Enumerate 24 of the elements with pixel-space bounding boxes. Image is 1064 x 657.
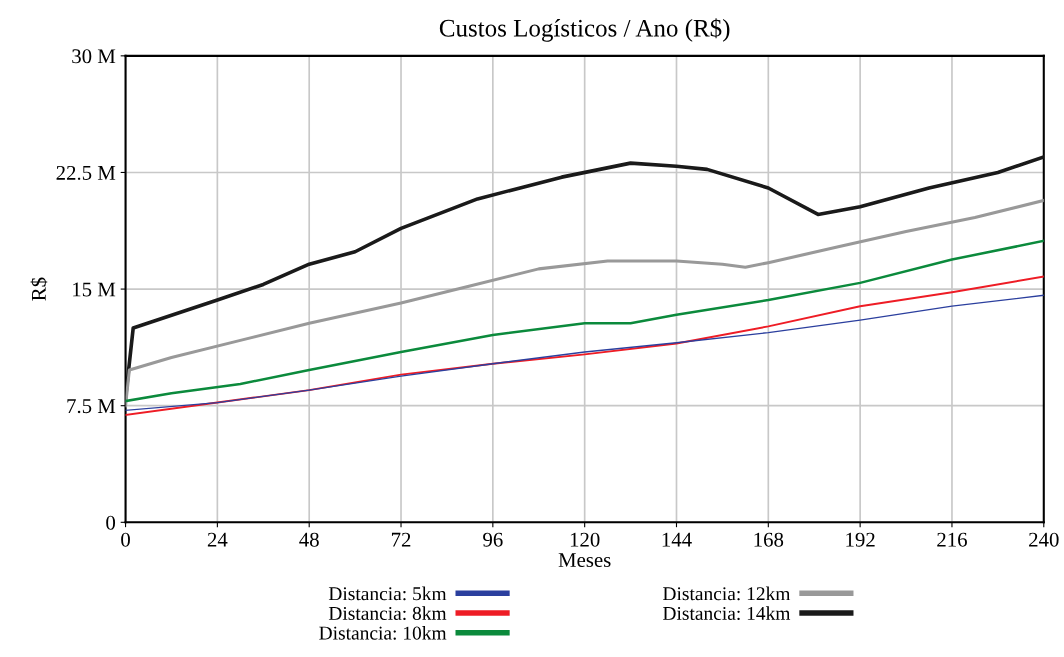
legend-label: Distancia: 8km: [328, 606, 447, 621]
x-tick-label: 96: [483, 532, 503, 547]
y-tick-label: 0: [106, 515, 116, 530]
legend-label: Distancia: 12km: [663, 586, 791, 601]
y-tick-label: 7.5 M: [67, 399, 116, 414]
legend-label: Distancia: 10km: [319, 625, 447, 640]
y-tick-label: 22.5 M: [56, 165, 116, 180]
y-tick-label: 15 M: [73, 282, 116, 297]
x-tick-label: 0: [121, 532, 130, 547]
x-tick-label: 144: [662, 532, 692, 547]
legend-label: Distancia: 14km: [663, 606, 791, 621]
legend-label: Distancia: 5km: [328, 586, 447, 601]
y-tick-label: 30 M: [72, 49, 116, 64]
x-tick-label: 120: [570, 532, 600, 547]
chart-title: Custos Logísticos / Ano (R$): [439, 18, 730, 42]
x-tick-label: 216: [937, 532, 967, 547]
y-axis-title: R$: [30, 277, 48, 301]
x-tick-label: 240: [1029, 532, 1059, 547]
x-tick-label: 24: [207, 532, 228, 547]
x-axis-title: Meses: [558, 553, 611, 567]
x-tick-label: 48: [299, 532, 319, 547]
x-tick-label: 192: [846, 532, 875, 547]
x-tick-label: 168: [754, 532, 784, 547]
x-tick-label: 72: [391, 532, 411, 547]
